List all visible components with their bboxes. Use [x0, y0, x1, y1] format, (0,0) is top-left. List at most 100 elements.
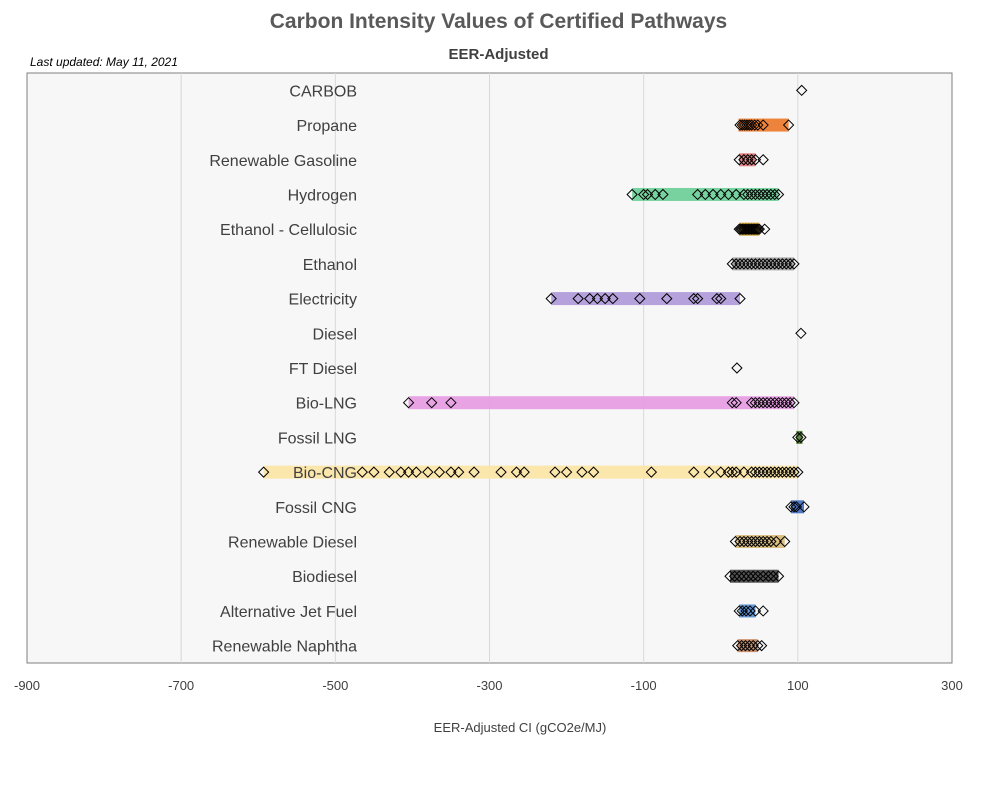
- data-point-marker: [776, 466, 789, 478]
- data-point-marker: [715, 188, 727, 201]
- data-point-marker: [795, 84, 808, 97]
- data-point-marker: [745, 154, 758, 166]
- data-point-marker: [257, 466, 270, 478]
- category-label: Electricity: [289, 292, 357, 309]
- data-point-marker: [607, 292, 619, 305]
- data-point-marker: [753, 466, 765, 478]
- data-point-marker: [798, 501, 810, 513]
- data-point-marker: [661, 292, 673, 305]
- data-point-marker: [732, 639, 744, 652]
- data-point-marker: [545, 292, 557, 305]
- x-tick-label: -700: [168, 678, 194, 693]
- range-bar-bio-cng: [263, 465, 798, 479]
- data-point-marker: [711, 292, 723, 305]
- data-point-marker: [748, 119, 761, 131]
- last-updated-note: Last updated: May 11, 2021: [30, 55, 178, 69]
- range-bar-electricity: [551, 292, 741, 306]
- data-point-marker: [736, 605, 749, 617]
- data-point-marker: [784, 396, 796, 409]
- x-tick-label: -500: [322, 678, 348, 693]
- data-point-marker: [691, 188, 704, 201]
- data-point-marker: [425, 396, 438, 409]
- data-point-marker: [410, 466, 422, 478]
- category-label: Fossil LNG: [278, 430, 357, 447]
- data-point-marker: [572, 292, 584, 305]
- data-point-marker: [769, 188, 781, 201]
- data-point-marker: [745, 188, 758, 201]
- chart-title: Carbon Intensity Values of Certified Pat…: [269, 10, 728, 33]
- gridlines: [180, 73, 799, 663]
- data-point-marker: [772, 570, 785, 582]
- data-point-marker: [510, 466, 523, 478]
- x-axis-label: EER-Adjusted CI (gCO2e/MJ): [433, 720, 607, 735]
- range-bar-ethanol: [732, 257, 794, 271]
- range-bar-renewable-gasoline: [739, 153, 756, 167]
- data-point-marker: [772, 188, 785, 201]
- data-point-marker: [626, 188, 638, 201]
- category-label: Ethanol - Cellulosic: [220, 222, 357, 239]
- data-point-marker: [769, 258, 781, 270]
- data-point-marker: [691, 292, 704, 305]
- data-point-marker: [761, 258, 773, 270]
- data-point-marker: [749, 466, 762, 478]
- data-point-marker: [743, 639, 755, 652]
- data-point-marker: [742, 188, 754, 201]
- data-point-marker: [742, 570, 755, 582]
- data-point-marker: [495, 466, 507, 478]
- data-point-marker: [765, 188, 777, 201]
- data-point-marker: [757, 466, 769, 478]
- data-point-marker: [395, 466, 407, 478]
- data-point-marker: [688, 466, 700, 478]
- category-label: Ethanol: [303, 257, 357, 274]
- data-point-marker: [784, 466, 796, 478]
- data-point-marker: [757, 154, 769, 166]
- x-tick-label: -100: [631, 678, 657, 693]
- data-point-marker: [726, 258, 739, 270]
- data-point-marker: [745, 258, 758, 270]
- data-point-marker: [735, 639, 748, 652]
- data-point-marker: [749, 396, 762, 409]
- data-point-marker: [788, 466, 800, 478]
- data-point-marker: [657, 188, 669, 201]
- data-point-marker: [738, 258, 750, 270]
- x-axis-ticks: -900 -700 -500 -300 -100 100 300: [14, 678, 963, 693]
- data-point-marker: [772, 396, 785, 409]
- data-point-marker: [742, 258, 754, 270]
- data-point-marker: [368, 466, 380, 478]
- data-point-marker: [752, 570, 764, 582]
- data-point-marker: [749, 258, 762, 270]
- data-point-marker: [769, 396, 781, 409]
- data-point-marker: [724, 570, 736, 582]
- data-point-marker: [765, 396, 777, 409]
- data-point-marker: [738, 188, 750, 201]
- data-point-marker: [729, 535, 742, 548]
- data-point-marker: [649, 188, 661, 201]
- data-point-marker: [765, 535, 777, 548]
- data-point-marker: [749, 535, 762, 548]
- data-point-marker: [792, 466, 804, 478]
- data-point-marker: [733, 570, 745, 582]
- data-point-marker: [422, 466, 434, 478]
- data-point-marker: [772, 466, 785, 478]
- data-point-marker: [776, 258, 789, 270]
- data-point-marker: [738, 570, 750, 582]
- data-point-marker: [758, 223, 771, 235]
- data-point-marker: [747, 570, 759, 582]
- data-point-marker: [745, 396, 758, 409]
- data-point-marker: [795, 431, 807, 444]
- data-point-marker: [742, 154, 754, 166]
- data-point-marker: [757, 605, 769, 617]
- data-point-marker: [738, 466, 750, 478]
- data-point-marker: [738, 154, 750, 166]
- data-point-marker: [772, 258, 785, 270]
- data-point-marker: [757, 258, 769, 270]
- data-point-marker: [770, 535, 782, 548]
- data-point-marker: [757, 570, 769, 582]
- data-point-marker: [748, 223, 761, 235]
- data-point-marker: [703, 466, 715, 478]
- category-label: Diesel: [313, 326, 357, 343]
- data-point-marker: [744, 605, 756, 617]
- data-point-marker: [749, 605, 762, 617]
- data-point-marker: [795, 327, 807, 340]
- range-bars: [263, 118, 804, 653]
